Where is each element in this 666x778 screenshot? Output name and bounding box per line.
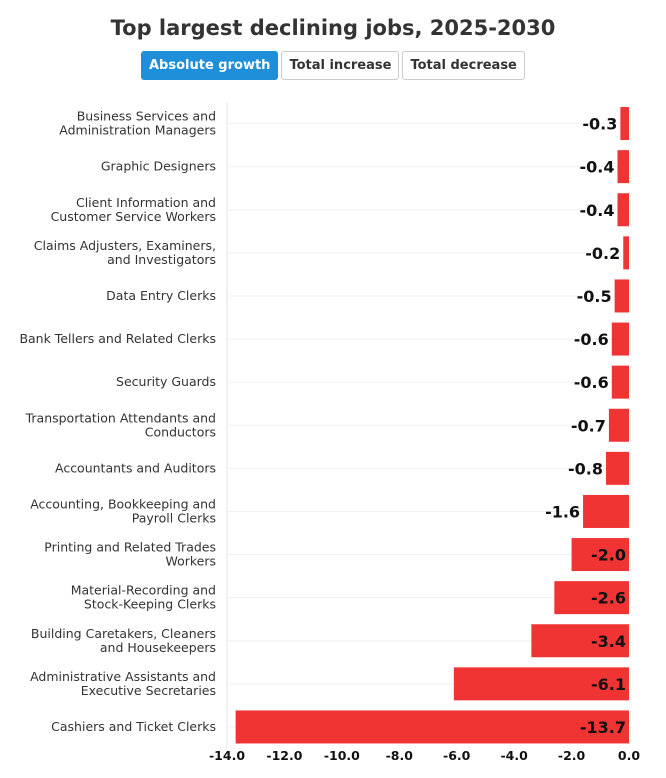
value-label: -0.8 bbox=[568, 459, 603, 478]
x-tick-label: -8.0 bbox=[386, 748, 414, 763]
bar[interactable] bbox=[235, 710, 629, 744]
category-label: Accountants and Auditors bbox=[55, 460, 216, 475]
x-tick-label: -12.0 bbox=[266, 748, 302, 763]
bar[interactable] bbox=[606, 451, 629, 485]
bar[interactable] bbox=[611, 365, 629, 399]
value-label: -6.1 bbox=[591, 675, 626, 694]
category-label: Business Services and Administration Mana… bbox=[59, 109, 216, 138]
absolute-growth-button[interactable]: Absolute growth bbox=[141, 51, 279, 80]
x-tick-label: -4.0 bbox=[500, 748, 528, 763]
bar[interactable] bbox=[531, 624, 629, 658]
bar[interactable] bbox=[554, 581, 629, 615]
view-toggle: Absolute growth Total increase Total dec… bbox=[141, 51, 525, 80]
value-label: -13.7 bbox=[580, 718, 626, 737]
value-label: -2.6 bbox=[591, 589, 626, 608]
category-label: Graphic Designers bbox=[101, 159, 216, 174]
total-decrease-button[interactable]: Total decrease bbox=[402, 51, 525, 80]
category-label: Cashiers and Ticket Clerks bbox=[51, 719, 216, 734]
bar[interactable] bbox=[614, 279, 629, 313]
value-label: -2.0 bbox=[591, 546, 626, 565]
x-tick-label: -6.0 bbox=[443, 748, 471, 763]
category-label: Bank Tellers and Related Clerks bbox=[19, 331, 216, 346]
x-tick-label: 0.0 bbox=[618, 748, 640, 763]
x-tick-label: -14.0 bbox=[209, 748, 245, 763]
value-label: -0.6 bbox=[574, 330, 609, 349]
bar[interactable] bbox=[453, 667, 629, 701]
bar[interactable] bbox=[617, 193, 629, 227]
value-label: -3.4 bbox=[591, 632, 626, 651]
category-label: Data Entry Clerks bbox=[106, 288, 216, 303]
category-label: Security Guards bbox=[116, 374, 216, 389]
category-label: Client Information and Customer Service W… bbox=[51, 195, 216, 224]
bar[interactable] bbox=[623, 236, 629, 270]
total-increase-button[interactable]: Total increase bbox=[281, 51, 400, 80]
bar[interactable] bbox=[608, 408, 629, 442]
value-label: -0.4 bbox=[580, 201, 615, 220]
bar[interactable] bbox=[617, 150, 629, 184]
category-label: Administrative Assistants and Executive S… bbox=[30, 669, 216, 698]
bar[interactable] bbox=[620, 107, 629, 141]
category-label: Material-Recording and Stock-Keeping Cler… bbox=[71, 583, 216, 612]
bar[interactable] bbox=[571, 538, 629, 572]
value-label: -0.6 bbox=[574, 373, 609, 392]
x-tick-label: -2.0 bbox=[558, 748, 586, 763]
category-label: Building Caretakers, Cleaners and Houseke… bbox=[31, 626, 216, 655]
value-label: -0.2 bbox=[585, 244, 620, 263]
value-label: -1.6 bbox=[545, 502, 580, 521]
bar[interactable] bbox=[583, 494, 629, 528]
x-tick-label: -10.0 bbox=[324, 748, 360, 763]
chart-title: Top largest declining jobs, 2025-2030 bbox=[110, 16, 556, 40]
value-label: -0.4 bbox=[580, 158, 615, 177]
category-label: Accounting, Bookkeeping and Payroll Clerk… bbox=[30, 496, 216, 525]
category-label: Printing and Related Trades Workers bbox=[44, 540, 216, 569]
value-label: -0.3 bbox=[582, 115, 617, 134]
category-label: Claims Adjusters, Examiners, and Investig… bbox=[34, 238, 216, 267]
value-label: -0.5 bbox=[577, 287, 612, 306]
category-label: Transportation Attendants and Conductors bbox=[25, 410, 216, 439]
value-label: -0.7 bbox=[571, 416, 606, 435]
bar[interactable] bbox=[611, 322, 629, 356]
